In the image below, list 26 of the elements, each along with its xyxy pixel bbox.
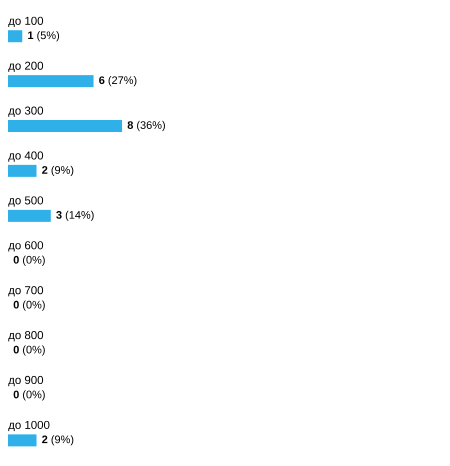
y-tick-label: до 400 <box>8 151 44 162</box>
bar <box>8 75 94 88</box>
bar <box>8 120 122 132</box>
data-label: 3 (14%) <box>56 210 94 221</box>
bar <box>8 210 51 222</box>
data-label: 8 (36%) <box>128 120 165 132</box>
y-tick-label: до 800 <box>8 331 44 342</box>
y-tick-label: до 700 <box>8 286 44 296</box>
bar <box>8 434 37 446</box>
y-tick-label: до 500 <box>8 196 44 207</box>
data-label: 0 (0%) <box>14 256 45 266</box>
y-tick-label: до 300 <box>8 106 44 117</box>
data-label: 0 (0%) <box>14 300 45 311</box>
y-tick-label: до 1000 <box>8 420 50 432</box>
bar <box>8 164 37 177</box>
data-label: 0 (0%) <box>14 390 45 401</box>
y-tick-label: до 100 <box>8 16 44 28</box>
y-tick-label: до 600 <box>8 241 44 252</box>
data-label: 1 (5%) <box>28 31 60 42</box>
y-tick-label: до 200 <box>8 62 44 72</box>
data-label: 6 (27%) <box>99 76 136 86</box>
data-label: 2 (9%) <box>42 435 74 446</box>
bar <box>8 30 22 42</box>
y-tick-label: до 900 <box>8 376 44 386</box>
data-label: 0 (0%) <box>14 345 45 356</box>
data-label: 2 (9%) <box>42 166 74 176</box>
